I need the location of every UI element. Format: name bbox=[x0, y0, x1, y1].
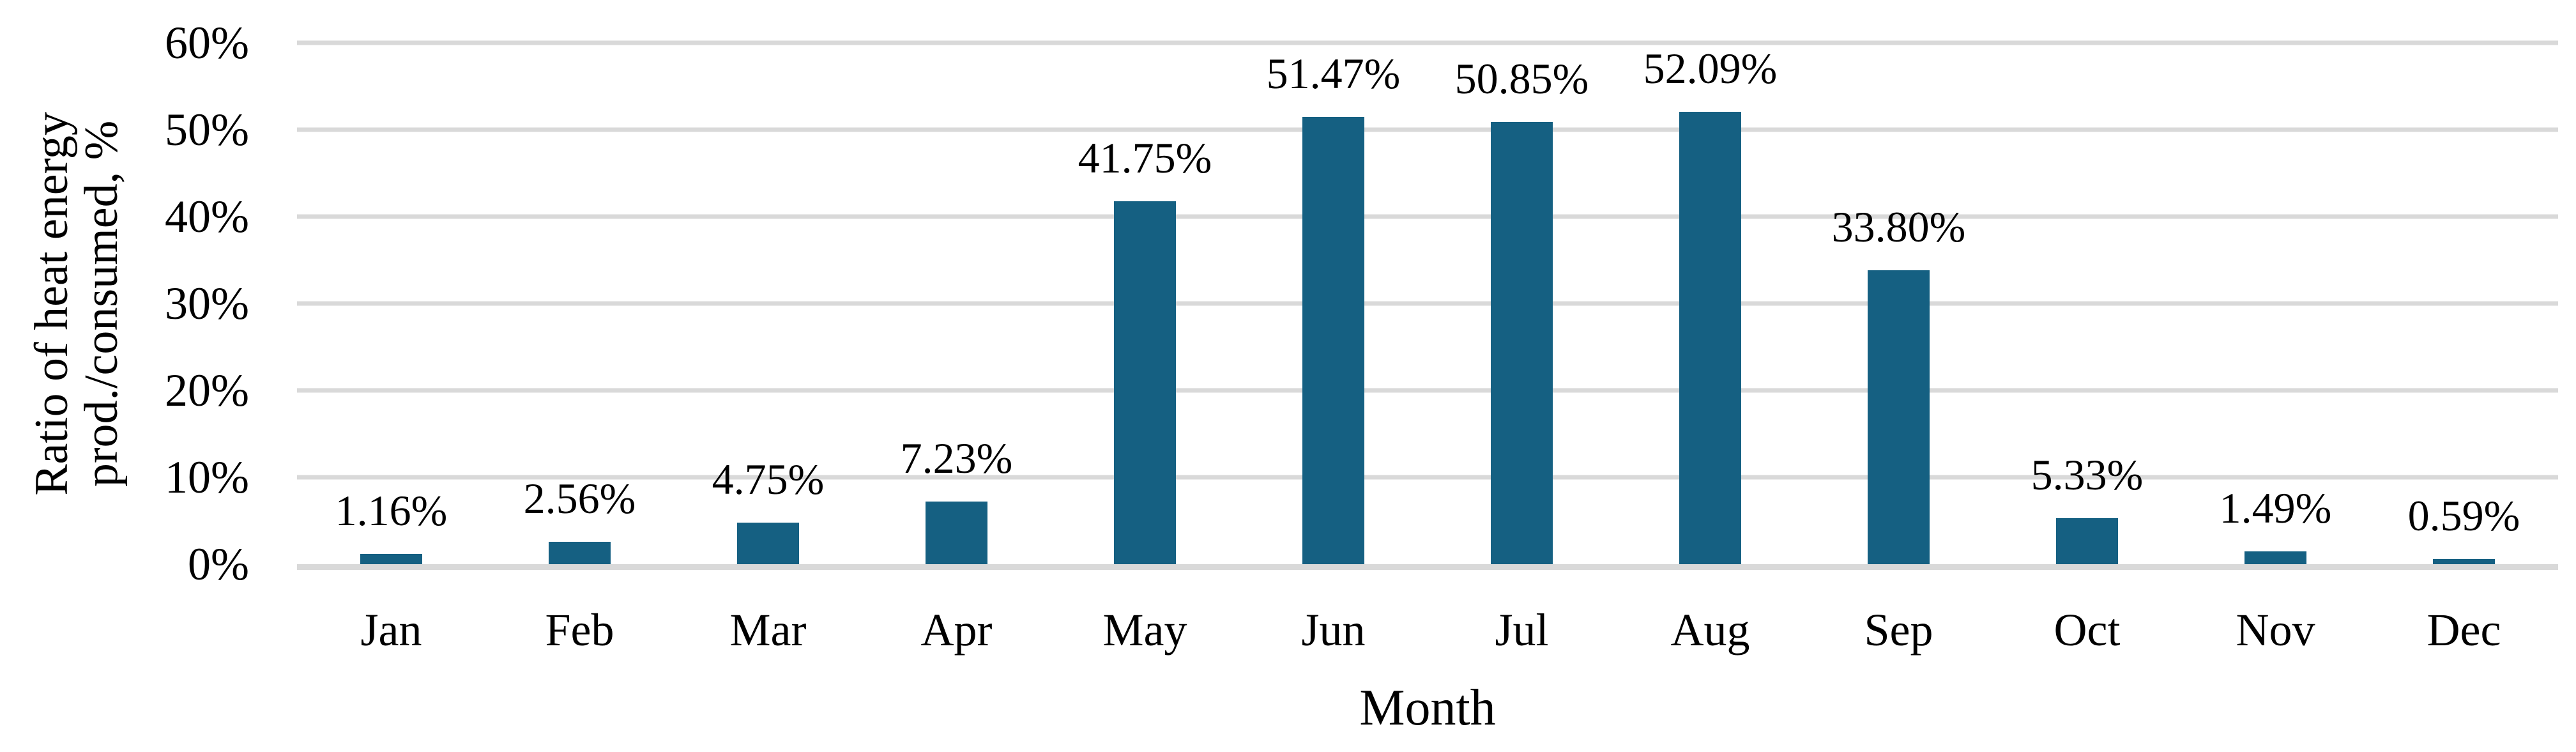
bar-feb bbox=[548, 542, 611, 564]
bar-slot-jul: 50.85% bbox=[1428, 43, 1616, 564]
bar-slot-may: 41.75% bbox=[1051, 43, 1239, 564]
x-tick-label-nov: Nov bbox=[2236, 604, 2315, 656]
data-label-jun: 51.47% bbox=[1266, 49, 1401, 98]
bar-jan bbox=[360, 554, 423, 564]
x-tick-label-dec: Dec bbox=[2427, 604, 2501, 656]
gridline bbox=[297, 214, 2558, 219]
y-tick-label: 20% bbox=[165, 365, 249, 416]
gridline bbox=[297, 475, 2558, 480]
x-axis-line bbox=[297, 564, 2558, 570]
bar-slot-dec: 0.59% bbox=[2370, 43, 2558, 564]
bar-jul bbox=[1490, 122, 1553, 564]
x-tick-label-jun: Jun bbox=[1301, 604, 1366, 656]
bar-slot-jun: 51.47% bbox=[1239, 43, 1428, 564]
gridline bbox=[297, 40, 2558, 45]
bar-may bbox=[1113, 201, 1177, 564]
x-tick-label-mar: Mar bbox=[729, 604, 807, 656]
x-tick-label-jan: Jan bbox=[360, 604, 422, 656]
gridline bbox=[297, 301, 2558, 306]
bar-apr bbox=[925, 501, 988, 564]
data-label-jan: 1.16% bbox=[335, 486, 448, 535]
bar-dec bbox=[2432, 559, 2496, 564]
data-label-jul: 50.85% bbox=[1454, 54, 1589, 104]
bar-slot-jan: 1.16% bbox=[297, 43, 485, 564]
y-tick-label: 50% bbox=[165, 104, 249, 155]
data-label-apr: 7.23% bbox=[900, 433, 1013, 482]
bar-mar bbox=[736, 523, 800, 564]
x-tick-label-sep: Sep bbox=[1864, 604, 1933, 656]
y-tick-label: 40% bbox=[165, 191, 249, 242]
y-tick-label: 0% bbox=[188, 539, 249, 590]
bar-nov bbox=[2244, 551, 2307, 564]
bar-slot-apr: 7.23% bbox=[862, 43, 1051, 564]
bar-jun bbox=[1302, 117, 1365, 564]
bar-slot-sep: 33.80% bbox=[1804, 43, 1993, 564]
data-label-aug: 52.09% bbox=[1643, 43, 1778, 93]
x-tick-labels: Jan Feb Mar Apr May Jun Jul Aug Sep Oct Nov Dec bbox=[297, 607, 2558, 653]
x-tick-label-apr: Apr bbox=[920, 604, 993, 656]
y-tick-label: 60% bbox=[165, 17, 249, 68]
bar-slot-nov: 1.49% bbox=[2181, 43, 2370, 564]
y-tick-label: 10% bbox=[165, 452, 249, 503]
gridline bbox=[297, 388, 2558, 393]
bar-sep bbox=[1867, 270, 1930, 564]
data-label-feb: 2.56% bbox=[523, 474, 636, 523]
x-axis-title: Month bbox=[1359, 680, 1496, 736]
x-tick-label-aug: Aug bbox=[1670, 604, 1750, 656]
bar-slot-oct: 5.33% bbox=[1993, 43, 2181, 564]
y-tick-label: 30% bbox=[165, 278, 249, 329]
y-tick-labels: 60% 50% 40% 30% 20% 10% 0% bbox=[0, 20, 249, 587]
data-label-dec: 0.59% bbox=[2407, 491, 2520, 540]
data-label-oct: 5.33% bbox=[2031, 450, 2144, 499]
bar-oct bbox=[2055, 518, 2119, 564]
x-tick-label-may: May bbox=[1102, 604, 1187, 656]
gridline bbox=[297, 127, 2558, 132]
bar-aug bbox=[1679, 111, 1742, 564]
x-tick-label-feb: Feb bbox=[545, 604, 614, 656]
bar-slot-aug: 52.09% bbox=[1616, 43, 1804, 564]
data-label-sep: 33.80% bbox=[1831, 203, 1966, 252]
data-label-nov: 1.49% bbox=[2219, 483, 2332, 532]
plot-area: 1.16% 2.56% 4.75% 7.23% 41.75% 51.47% 50.85% 52… bbox=[297, 40, 2558, 570]
data-label-may: 41.75% bbox=[1078, 134, 1212, 183]
x-tick-label-oct: Oct bbox=[2054, 604, 2121, 656]
x-tick-label-jul: Jul bbox=[1495, 604, 1549, 656]
bar-slot-mar: 4.75% bbox=[674, 43, 862, 564]
bar-slot-feb: 2.56% bbox=[485, 43, 674, 564]
data-label-mar: 4.75% bbox=[712, 455, 825, 504]
plot-slots: 1.16% 2.56% 4.75% 7.23% 41.75% 51.47% 50.85% 52… bbox=[297, 43, 2558, 564]
